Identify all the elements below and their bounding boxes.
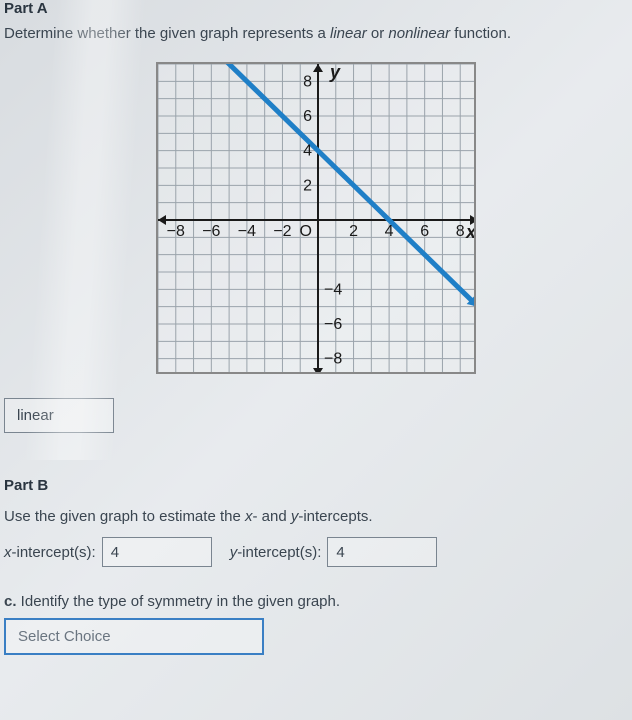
y-intercept-label: y-intercept(s): [230,544,322,561]
svg-text:−4: −4 [324,281,342,298]
svg-text:−8: −8 [324,351,342,368]
part-a-answer-input[interactable]: linear [4,398,114,433]
x-intercept-input[interactable]: 4 [102,537,212,567]
text: or [367,25,389,42]
coordinate-graph: −8 −6 −4 −2 2 4 6 8 2 4 6 8 −4 −6 −8 Oy x [156,62,476,374]
input-value: 4 [336,544,344,561]
answer-value: linear [17,407,54,424]
svg-text:8: 8 [456,223,465,240]
part-a-prompt: Determine whether the given graph repres… [4,23,628,44]
input-value: 4 [111,544,119,561]
select-placeholder: Select Choice [18,628,111,645]
text: function. [450,25,511,42]
text: Identify the type of symmetry in the giv… [17,593,341,610]
text: Determine whether the given graph repres… [4,25,330,42]
svg-text:−6: −6 [324,316,342,333]
text: -intercepts. [298,508,372,525]
svg-text:y: y [329,62,341,82]
part-c-label: c. [4,593,17,610]
svg-text:O: O [300,223,312,240]
svg-text:6: 6 [420,223,429,240]
svg-text:4: 4 [385,223,394,240]
symmetry-select[interactable]: Select Choice [4,618,264,655]
part-b-label: Part B [4,477,628,494]
svg-text:x: x [465,222,476,242]
svg-text:−2: −2 [273,223,291,240]
part-a-label: Part A [4,0,628,17]
svg-text:2: 2 [303,177,312,194]
svg-text:−6: −6 [202,223,220,240]
svg-text:2: 2 [349,223,358,240]
text: - and [252,508,290,525]
svg-text:−8: −8 [167,223,185,240]
svg-text:6: 6 [303,108,312,125]
svg-text:8: 8 [303,73,312,90]
svg-text:−4: −4 [238,223,256,240]
y-intercept-input[interactable]: 4 [327,537,437,567]
part-b-prompt: Use the given graph to estimate the x- a… [4,508,628,525]
part-c-prompt: c. Identify the type of symmetry in the … [4,593,628,610]
svg-text:4: 4 [303,143,312,160]
text-italic: linear [330,25,367,42]
text-italic: nonlinear [388,25,450,42]
text: Use the given graph to estimate the [4,508,245,525]
x-intercept-label: x-intercept(s): [4,544,96,561]
